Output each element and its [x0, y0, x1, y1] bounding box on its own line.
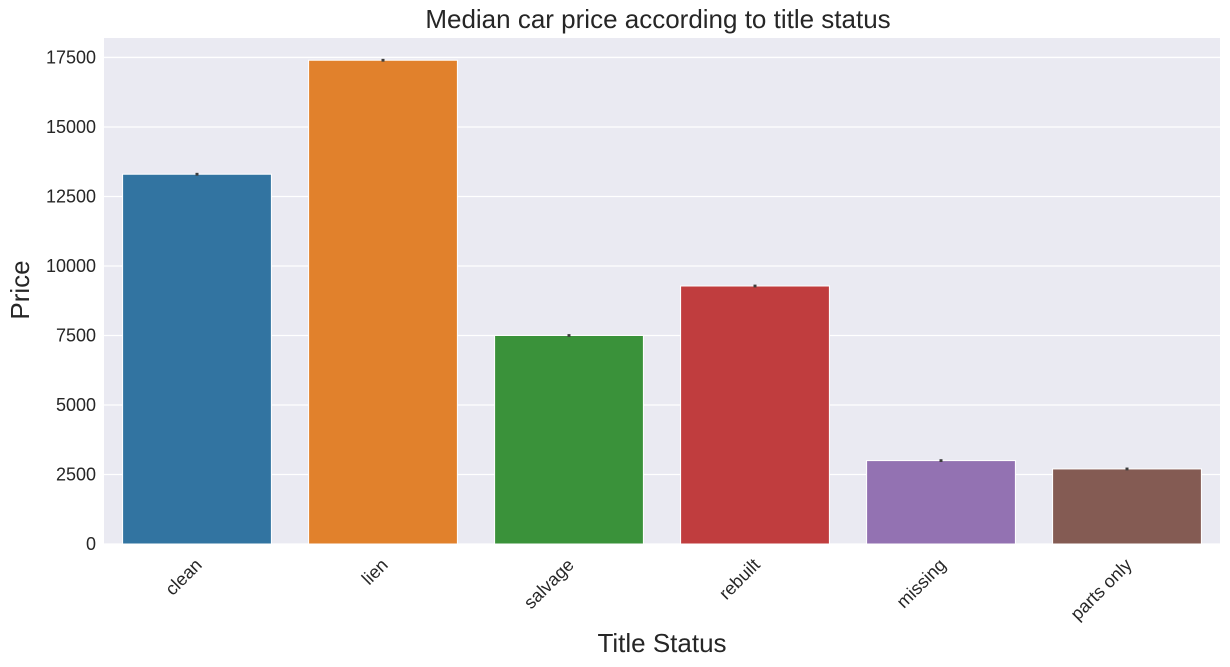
- y-tick-label: 5000: [56, 395, 96, 415]
- y-tick-label: 2500: [56, 464, 96, 484]
- y-axis-label: Price: [5, 260, 35, 319]
- x-tick-label: parts only: [1066, 555, 1135, 624]
- bar-lien: [308, 59, 458, 545]
- chart-title: Median car price according to title stat…: [425, 4, 890, 34]
- bar-missing: [866, 460, 1016, 545]
- bar-rebuilt: [680, 285, 830, 545]
- bar-clean: [122, 173, 272, 545]
- x-axis-label: Title Status: [597, 628, 726, 658]
- plot-background: [104, 38, 1220, 544]
- y-tick-label: 7500: [56, 325, 96, 345]
- y-tick-labels: 0 2500 5000 7500 10000 12500 15000 17500: [46, 47, 96, 554]
- bars: [122, 59, 1202, 545]
- x-tick-label: rebuilt: [715, 555, 764, 604]
- x-tick-label: clean: [161, 555, 206, 600]
- grid-lines: [104, 56, 1220, 545]
- y-tick-label: 0: [86, 534, 96, 554]
- y-tick-label: 15000: [46, 117, 96, 137]
- y-tick-label: 17500: [46, 47, 96, 67]
- error-bars: [195, 58, 1129, 471]
- x-tick-label: missing: [893, 555, 950, 612]
- x-tick-labels: clean lien salvage rebuilt missing parts only: [161, 555, 1136, 624]
- y-tick-label: 12500: [46, 186, 96, 206]
- y-tick-label: 10000: [46, 256, 96, 276]
- bar-salvage: [494, 334, 644, 545]
- x-tick-label: salvage: [520, 555, 578, 613]
- bar-parts-only: [1052, 468, 1202, 545]
- x-tick-label: lien: [358, 555, 392, 589]
